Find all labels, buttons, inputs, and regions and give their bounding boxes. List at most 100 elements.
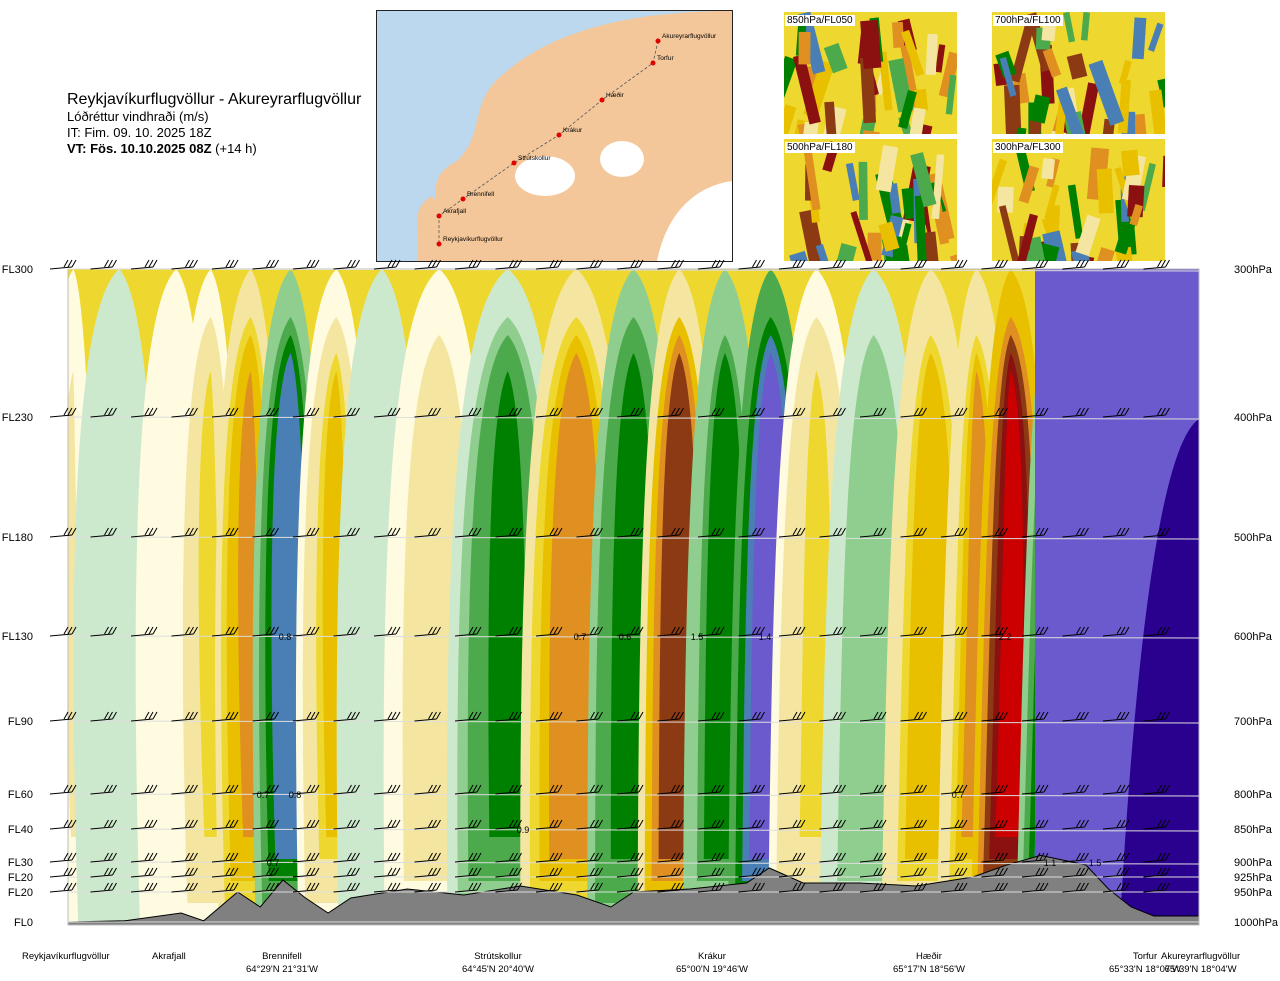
thumb-cell	[858, 161, 868, 221]
thumb-cell	[1120, 149, 1140, 177]
map-waypoint	[436, 213, 442, 219]
wind-barb	[940, 867, 968, 878]
wind-barb	[778, 819, 806, 830]
wind-barb	[1062, 527, 1089, 538]
chart-title-block: Reykjavíkurflugvöllur - Akureyrarflugvöl…	[67, 90, 377, 157]
wind-barb	[616, 784, 644, 795]
wind-barb	[697, 819, 725, 830]
wind-barb	[576, 867, 603, 878]
field-value-label: 1.4	[759, 632, 772, 642]
wind-barb	[414, 852, 441, 863]
wind-barb	[333, 867, 360, 878]
wind-barb	[211, 407, 239, 418]
wind-barb	[940, 711, 968, 722]
wind-barb	[535, 527, 563, 538]
wind-barb	[49, 407, 77, 418]
map-waypoint-label: Akureyrarflugvöllur	[662, 33, 717, 40]
map-glacier	[515, 156, 575, 196]
wind-barb	[940, 259, 968, 270]
location-name: Akrafjall	[152, 951, 186, 962]
thumb-cell	[1147, 22, 1164, 52]
thumbnail-500[interactable]: 500hPa/FL180	[784, 139, 975, 323]
wind-barb	[1143, 259, 1170, 270]
thumb-cell	[945, 74, 957, 115]
wind-barb	[454, 784, 482, 795]
thumb-cell	[1063, 11, 1076, 43]
thumb-cell	[1044, 184, 1060, 220]
wind-barb	[211, 711, 239, 722]
thumb-cell	[860, 19, 882, 69]
wind-barb	[1021, 711, 1049, 722]
wind-barb	[49, 882, 77, 893]
wind-barb	[616, 882, 644, 893]
wind-barb	[1143, 882, 1170, 893]
map-waypoint	[650, 60, 656, 66]
wind-barb	[252, 882, 279, 893]
wind-barb	[778, 259, 806, 270]
flight-level-tick: FL0	[14, 917, 33, 929]
wind-barb	[697, 407, 725, 418]
thumb-cell	[875, 145, 899, 193]
wind-barb	[333, 626, 360, 637]
wind-barb	[981, 882, 1008, 893]
thumb-cell	[891, 21, 905, 48]
wind-barb	[1021, 626, 1049, 637]
wind-barb	[49, 626, 77, 637]
location-label: Krákur 65°00'N 19°46'W	[676, 950, 748, 976]
wind-barb	[292, 626, 320, 637]
wind-barb	[819, 527, 846, 538]
wind-barb	[171, 852, 198, 863]
wind-barb	[981, 259, 1008, 270]
location-name: Torfur	[1132, 951, 1158, 962]
wind-barb	[171, 626, 198, 637]
thumb-cell	[850, 210, 874, 267]
wind-barb	[940, 882, 968, 893]
thumb-cell	[1067, 184, 1084, 239]
wind-barb	[981, 819, 1008, 830]
map-waypoint-label: Akrafjall	[443, 208, 467, 215]
wind-barb	[697, 711, 725, 722]
wind-barb	[535, 882, 563, 893]
wind-barb	[49, 711, 77, 722]
thumbnail-300[interactable]: 300hPa/FL300	[983, 139, 1172, 309]
wind-barb	[859, 784, 887, 795]
thumb-cell	[1075, 214, 1101, 257]
wind-barb	[900, 711, 927, 722]
map-waypoint	[556, 132, 562, 138]
wind-barb	[414, 882, 441, 893]
location-name: Hæðir	[916, 951, 942, 962]
wind-barb	[1143, 784, 1170, 795]
map-glacier	[657, 181, 732, 261]
wind-barb	[1102, 882, 1130, 893]
thumbnail-850[interactable]: 850hPa/FL050	[768, 11, 961, 195]
thumb-cell	[1118, 59, 1132, 85]
thumbnail-700[interactable]: 700hPa/FL100	[992, 11, 1181, 203]
flight-level-tick: FL20	[8, 887, 33, 899]
thumb-cell	[999, 57, 1017, 97]
wind-barb	[981, 867, 1008, 878]
wind-barb	[495, 819, 522, 830]
wind-barb	[778, 867, 806, 878]
wind-barb	[819, 626, 846, 637]
wind-barb	[49, 259, 77, 270]
wind-barb	[495, 867, 522, 878]
thumb-cell	[1096, 168, 1114, 214]
thumb-cell	[998, 205, 1020, 264]
wind-barb	[454, 527, 482, 538]
wind-barb	[657, 259, 684, 270]
wind-barb	[616, 819, 644, 830]
wind-barb	[859, 867, 887, 878]
wind-barb	[1102, 867, 1130, 878]
wind-barb	[900, 259, 927, 270]
thumb-cell	[888, 183, 901, 214]
wind-barb	[738, 711, 765, 722]
wind-barb	[333, 882, 360, 893]
wind-barb	[535, 259, 563, 270]
wind-barb	[738, 784, 765, 795]
wind-barb	[373, 784, 401, 795]
wind-barb	[576, 259, 603, 270]
wind-barb	[211, 867, 239, 878]
wind-barb	[252, 711, 279, 722]
wind-barb	[130, 711, 158, 722]
wind-barb	[1021, 852, 1049, 863]
